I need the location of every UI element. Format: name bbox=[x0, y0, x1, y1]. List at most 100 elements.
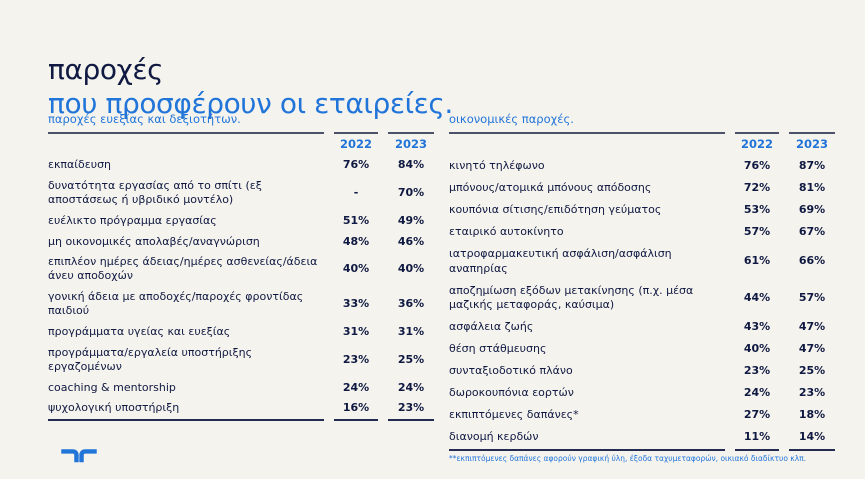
table-row: coaching & mentorship 24% 24% bbox=[48, 378, 434, 399]
row-value-2022: 31% bbox=[342, 325, 370, 339]
row-label: επιπλέον ημέρες άδειας/ημέρες ασθενείας/… bbox=[48, 255, 318, 283]
row-value-2022: 24% bbox=[743, 386, 771, 400]
table-year-header-row: 2022 2023 bbox=[449, 134, 835, 155]
year-column-header-2023: 2023 bbox=[795, 137, 828, 151]
row-value-2022: 23% bbox=[342, 352, 370, 366]
row-label: ψυχολογική υποστήριξη bbox=[48, 401, 180, 415]
row-value-2023: 25% bbox=[397, 352, 425, 366]
row-label: ασφάλεια ζωής bbox=[449, 319, 534, 333]
row-value-2022: 61% bbox=[743, 254, 771, 268]
table-row: δυνατότητα εργασίας από το σπίτι (εξ απο… bbox=[48, 176, 434, 211]
year-column-header-2022: 2022 bbox=[339, 137, 372, 151]
row-value-2023: 23% bbox=[397, 401, 425, 415]
row-value-2023: 81% bbox=[798, 180, 826, 194]
table-row: μη οικονομικές απολαβές/αναγνώριση 48% 46% bbox=[48, 231, 434, 252]
row-value-2023: 18% bbox=[798, 408, 826, 422]
title-line-1: παροχές bbox=[48, 52, 164, 86]
table-row: γονική άδεια με αποδοχές/παροχές φροντίδ… bbox=[48, 287, 434, 322]
table-row: κουπόνια σίτισης/επιδότηση γεύματος 53% 69… bbox=[449, 199, 835, 221]
table-header-rule bbox=[48, 132, 434, 134]
table-row: ιατροφαρμακευτική ασφάλιση/ασφάλιση αναπ… bbox=[449, 243, 835, 279]
row-value-2023: 14% bbox=[798, 430, 826, 444]
row-value-2023: 49% bbox=[397, 213, 425, 227]
row-value-2023: 31% bbox=[397, 325, 425, 339]
row-value-2022: 23% bbox=[743, 364, 771, 378]
row-value-2023: 47% bbox=[798, 319, 826, 333]
table-row: προγράμματα υγείας και ευεξίας 31% 31% bbox=[48, 322, 434, 343]
row-label: κινητό τηλέφωνο bbox=[449, 158, 545, 172]
row-value-2023: 67% bbox=[798, 225, 826, 239]
row-value-2023: 66% bbox=[798, 254, 826, 268]
table-row: συνταξιοδοτικό πλάνο 23% 25% bbox=[449, 360, 835, 382]
row-value-2022: 76% bbox=[342, 158, 370, 172]
slide-title: παροχές που προσφέρουν οι εταιρείες. bbox=[48, 53, 453, 122]
table-row: μπόνους/ατομικά μπόνους απόδοσης 72% 81% bbox=[449, 177, 835, 199]
row-value-2023: 46% bbox=[397, 234, 425, 248]
row-value-2023: 84% bbox=[397, 158, 425, 172]
row-value-2022: 72% bbox=[743, 180, 771, 194]
table-bottom-rule bbox=[48, 418, 434, 421]
tables-container: παροχές ευεξίας και δεξιοτήτων. 2022 202… bbox=[48, 112, 835, 470]
row-label: δωροκουπόνια εορτών bbox=[449, 386, 574, 400]
row-label: κουπόνια σίτισης/επιδότηση γεύματος bbox=[449, 203, 662, 217]
table-row: αποζημίωση εξόδων μετακίνησης (π.χ. μέσα… bbox=[449, 280, 835, 316]
row-value-2022: 27% bbox=[743, 408, 771, 422]
row-value-2023: 40% bbox=[397, 262, 425, 276]
row-label: εκπιπτόμενες δαπάνες* bbox=[449, 408, 579, 422]
benefits-table-wellness: παροχές ευεξίας και δεξιοτήτων. 2022 202… bbox=[48, 112, 434, 470]
table-row: δωροκουπόνια εορτών 24% 23% bbox=[449, 382, 835, 404]
table-row: προγράμματα/εργαλεία υποστήριξης εργαζομ… bbox=[48, 343, 434, 378]
table-section-title: οικονομικές παροχές. bbox=[449, 112, 574, 126]
row-label: προγράμματα/εργαλεία υποστήριξης εργαζομ… bbox=[48, 345, 253, 374]
row-label: εκπαίδευση bbox=[48, 158, 112, 172]
table-row: εταιρικό αυτοκίνητο 57% 67% bbox=[449, 221, 835, 243]
table-row: ασφάλεια ζωής 43% 47% bbox=[449, 316, 835, 338]
row-value-2022: - bbox=[353, 186, 359, 199]
row-value-2022: 53% bbox=[743, 203, 771, 217]
table-row: επιπλέον ημέρες άδειας/ημέρες ασθενείας/… bbox=[48, 252, 434, 287]
row-label: μη οικονομικές απολαβές/αναγνώριση bbox=[48, 234, 260, 248]
row-value-2022: 51% bbox=[342, 213, 370, 227]
table-row: ευέλικτο πρόγραμμα εργασίας 51% 49% bbox=[48, 211, 434, 232]
row-value-2022: 33% bbox=[342, 297, 370, 311]
row-label: εταιρικό αυτοκίνητο bbox=[449, 225, 564, 239]
row-label: ιατροφαρμακευτική ασφάλιση/ασφάλιση αναπ… bbox=[449, 247, 672, 275]
table-row: διανομή κερδών 11% 14% bbox=[449, 426, 835, 448]
row-label: διανομή κερδών bbox=[449, 430, 539, 444]
row-label: δυνατότητα εργασίας από το σπίτι (εξ απο… bbox=[48, 178, 262, 207]
title-line-2: που προσφέρουν οι εταιρείες. bbox=[48, 87, 453, 121]
row-value-2023: 36% bbox=[397, 297, 425, 311]
row-label: θέση στάθμευσης bbox=[449, 342, 547, 356]
footnote: **εκπιπτόμενες δαπάνες αφορούν γραφική ύ… bbox=[449, 453, 807, 463]
row-value-2023: 47% bbox=[798, 342, 826, 356]
row-value-2023: 24% bbox=[397, 380, 425, 394]
row-label: γονική άδεια με αποδοχές/παροχές φροντίδ… bbox=[48, 290, 304, 318]
table-row: κινητό τηλέφωνο 76% 87% bbox=[449, 155, 835, 177]
row-value-2023: 57% bbox=[798, 290, 826, 304]
row-label: αποζημίωση εξόδων μετακίνησης (π.χ. μέσα… bbox=[449, 283, 694, 311]
row-value-2023: 69% bbox=[798, 203, 826, 217]
row-value-2022: 40% bbox=[743, 342, 771, 356]
benefits-table-financial: οικονομικές παροχές. 2022 2023 κινητό τη… bbox=[449, 112, 835, 470]
year-column-header-2023: 2023 bbox=[394, 137, 427, 151]
row-value-2022: 57% bbox=[743, 225, 771, 239]
table-section-title: παροχές ευεξίας και δεξιοτήτων. bbox=[48, 112, 241, 126]
year-column-header-2022: 2022 bbox=[740, 137, 773, 151]
row-value-2022: 43% bbox=[743, 319, 771, 333]
row-label: προγράμματα υγείας και ευεξίας bbox=[48, 325, 231, 339]
row-value-2022: 76% bbox=[743, 158, 771, 172]
table-body: εκπαίδευση 76% 84% δυνατότητα εργασίας από … bbox=[48, 155, 434, 419]
table-row: θέση στάθμευσης 40% 47% bbox=[449, 338, 835, 360]
table-body: κινητό τηλέφωνο 76% 87% μπόνους/ατομικά μπό… bbox=[449, 155, 835, 449]
row-label: μπόνους/ατομικά μπόνους απόδοσης bbox=[449, 180, 652, 194]
row-value-2022: 16% bbox=[342, 401, 370, 415]
row-value-2023: 87% bbox=[798, 158, 826, 172]
row-value-2023: 70% bbox=[397, 186, 425, 199]
row-label: ευέλικτο πρόγραμμα εργασίας bbox=[48, 213, 217, 227]
row-label: coaching & mentorship bbox=[48, 380, 176, 394]
row-value-2022: 44% bbox=[743, 290, 771, 304]
table-row: ψυχολογική υποστήριξη 16% 23% bbox=[48, 398, 434, 419]
table-row: εκπαίδευση 76% 84% bbox=[48, 155, 434, 176]
row-value-2022: 40% bbox=[342, 262, 370, 276]
